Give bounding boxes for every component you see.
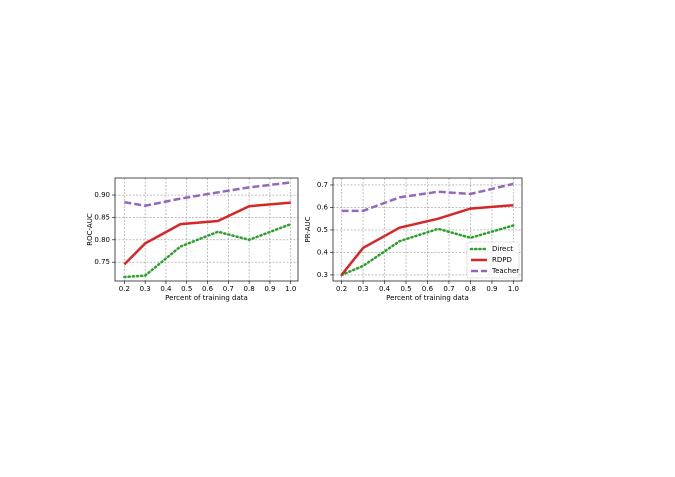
plot: 0.2 0.3 0.4 0.5 0.6 0.7 0.8 0.9 1.0 0.3 0.4 0.5 0.6 0…	[304, 177, 523, 302]
legend-label: Teacher	[491, 267, 519, 275]
x-tick-label: 0.2	[119, 285, 130, 293]
x-tick-label: 0.9	[486, 285, 497, 293]
x-tick-label: 1.0	[508, 285, 519, 293]
x-axis-label: Percent of training data	[165, 294, 248, 302]
data-line	[123, 201, 291, 266]
y-axis-label: ROC-AUC	[86, 213, 94, 246]
y-tick-label: 0.4	[317, 248, 329, 256]
plot: 0.2 0.3 0.4 0.5 0.6 0.7 0.8 0.9 1.0 0.75 0.80 0.85 0…	[86, 177, 299, 302]
axes-frame	[332, 177, 523, 282]
x-tick-label: 0.7	[443, 285, 454, 293]
axes-frame	[114, 177, 299, 282]
y-tick-label: 0.5	[317, 226, 328, 234]
data-line	[123, 222, 292, 279]
y-tick-label: 0.75	[94, 258, 110, 266]
y-axis-label: PR-AUC	[304, 216, 312, 242]
x-tick-label: 0.9	[264, 285, 275, 293]
y-tick-label: 0.6	[317, 203, 329, 211]
x-tick-label: 1.0	[285, 285, 296, 293]
x-axis-label: Percent of training data	[386, 294, 469, 302]
data-line	[340, 224, 515, 277]
x-tick-label: 0.7	[223, 285, 234, 293]
x-tick-label: 0.3	[140, 285, 151, 293]
x-tick-label: 0.8	[244, 285, 255, 293]
x-tick-label: 0.5	[400, 285, 411, 293]
x-tick-label: 0.6	[202, 285, 214, 293]
y-tick-label: 0.7	[317, 181, 328, 189]
legend-box	[466, 241, 520, 279]
y-tick-label: 0.80	[94, 236, 110, 244]
x-tick-label: 0.2	[336, 285, 347, 293]
data-line	[124, 181, 291, 208]
y-tick-label: 0.85	[94, 213, 110, 221]
legend-label: RDPD	[492, 256, 512, 264]
x-tick-label: 0.6	[422, 285, 434, 293]
y-tick-label: 0.90	[94, 191, 110, 199]
legend-label: Direct	[492, 245, 513, 253]
x-tick-label: 0.5	[181, 285, 192, 293]
x-tick-label: 0.3	[357, 285, 368, 293]
x-tick-label: 0.4	[379, 285, 391, 293]
data-line	[340, 203, 514, 276]
x-tick-label: 0.4	[160, 285, 172, 293]
y-tick-label: 0.3	[317, 271, 328, 279]
x-tick-label: 0.8	[465, 285, 476, 293]
